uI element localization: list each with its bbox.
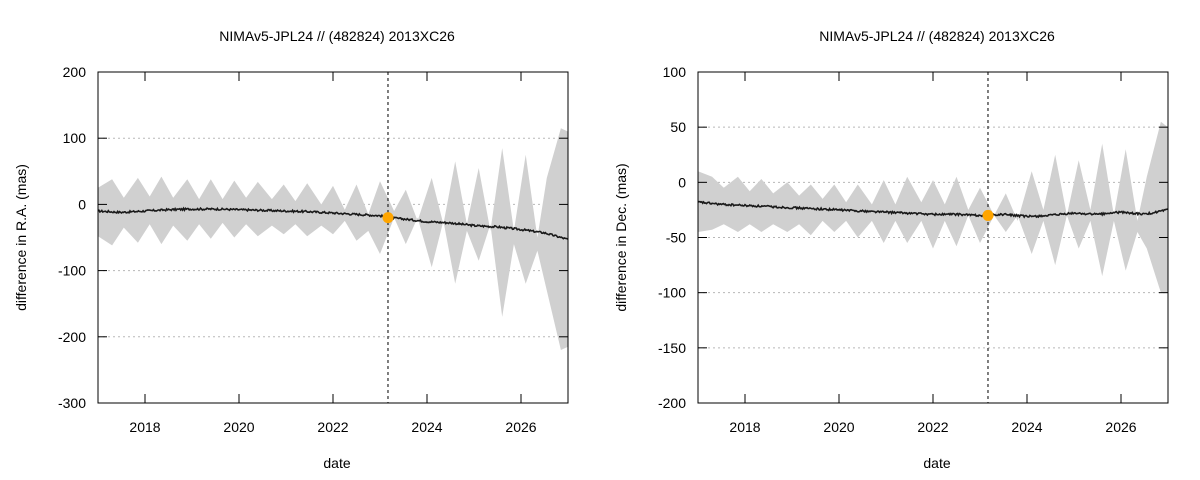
- y-axis-label: difference in R.A. (mas): [13, 164, 29, 311]
- uncertainty-band: [698, 121, 1168, 293]
- chart-title: NIMAv5-JPL24 // (482824) 2013XC26: [219, 28, 455, 44]
- x-axis-label: date: [323, 455, 350, 471]
- y-tick-label: -300: [58, 395, 86, 411]
- x-tick-label: 2020: [223, 419, 254, 435]
- y-tick-label: 200: [63, 64, 87, 80]
- y-tick-label: -100: [58, 263, 86, 279]
- x-tick-label: 2026: [1105, 419, 1136, 435]
- chart-title: NIMAv5-JPL24 // (482824) 2013XC26: [819, 28, 1055, 44]
- y-tick-label: 100: [663, 64, 687, 80]
- mean-difference-line: [98, 206, 568, 240]
- x-tick-label: 2018: [729, 419, 760, 435]
- y-tick-label: 100: [63, 130, 87, 146]
- x-tick-label: 2018: [129, 419, 160, 435]
- epoch-marker: [382, 212, 394, 224]
- y-tick-label: 0: [678, 174, 686, 190]
- ra-difference-chart: -300 -200 -100 0 100 200 2018 2020 2022 2024 2026 N…: [13, 28, 569, 471]
- x-tick-label: 2020: [823, 419, 854, 435]
- y-tick-label: -200: [58, 329, 86, 345]
- epoch-marker: [982, 209, 994, 221]
- uncertainty-band: [98, 128, 568, 350]
- y-tick-label: -100: [658, 285, 686, 301]
- y-tick-label: 50: [670, 119, 686, 135]
- y-tick-label: -150: [658, 340, 686, 356]
- mean-difference-line: [698, 200, 1168, 219]
- x-tick-label: 2024: [1011, 419, 1042, 435]
- y-tick-label: -50: [666, 230, 686, 246]
- y-tick-label: -200: [658, 395, 686, 411]
- y-axis-label: difference in Dec. (mas): [613, 163, 629, 311]
- x-tick-label: 2024: [411, 419, 442, 435]
- y-tick-label: 0: [78, 196, 86, 212]
- x-tick-label: 2022: [917, 419, 948, 435]
- dec-difference-chart: -200 -150 -100 -50 0 50 100 2018 2020 2022 2024 202…: [613, 28, 1169, 471]
- x-tick-label: 2026: [505, 419, 536, 435]
- x-tick-label: 2022: [317, 419, 348, 435]
- x-axis-label: date: [923, 455, 950, 471]
